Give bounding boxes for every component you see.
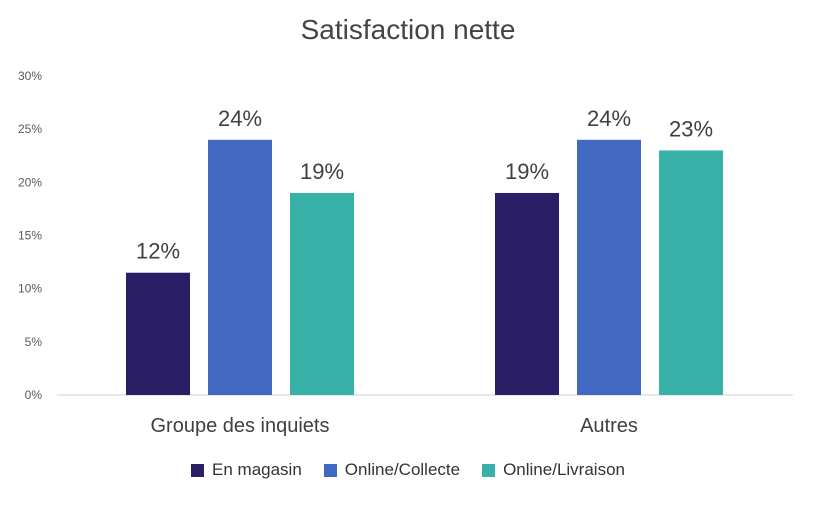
y-tick-label: 25% [18,122,42,136]
legend-label: Online/Livraison [503,460,625,479]
x-tick-label: Groupe des inquiets [150,415,329,437]
y-tick-label: 10% [18,282,42,296]
bar [126,272,190,395]
legend-item: Online/Livraison [482,460,625,480]
bar [577,139,641,395]
y-tick-label: 15% [18,229,42,243]
y-tick-label: 30% [18,69,42,83]
x-tick-label: Autres [580,415,638,437]
legend-item: Online/Collecte [323,460,461,480]
y-tick-label: 20% [18,175,42,189]
legend: En magasin Online/Collecte Online/Livraiso… [0,460,816,480]
bar [208,139,272,395]
legend-item: En magasin [191,460,302,480]
legend-label: Online/Collecte [344,460,461,479]
legend-swatch [482,463,496,477]
bar [290,192,354,395]
legend-swatch [323,463,337,477]
y-tick-label: 0% [25,388,43,402]
y-tick-label: 5% [25,335,43,349]
bar [495,192,559,395]
legend-label: En magasin [212,460,302,479]
chart-title: Satisfaction nette [300,14,516,45]
data-label: 24% [218,106,262,131]
bar [659,150,723,395]
data-label: 12% [136,239,180,264]
data-label: 19% [505,159,549,184]
legend-swatch [191,463,205,477]
data-label: 19% [300,159,344,184]
data-label: 23% [669,116,713,141]
data-label: 24% [587,106,631,131]
